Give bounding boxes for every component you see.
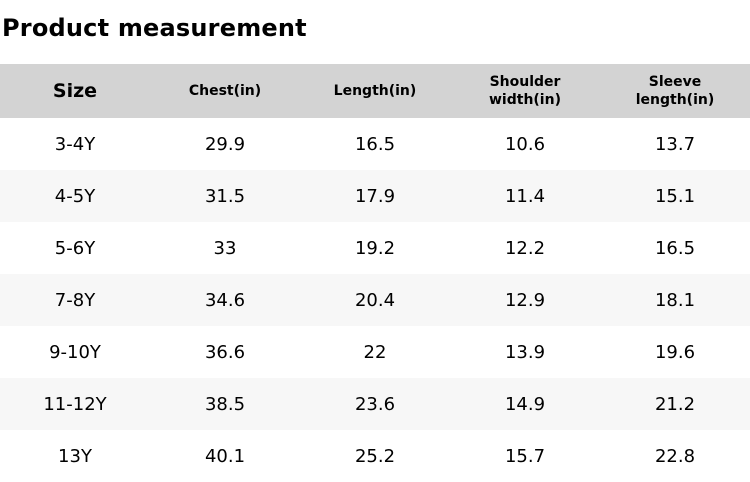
cell-shoulder-width: 13.9 (504, 341, 546, 363)
table-row: 11-12Y 38.5 23.6 14.9 21.2 (0, 378, 750, 430)
measurement-table: Size Chest(in) Length(in) Shoulder width… (0, 64, 750, 482)
cell-size: 9-10Y (49, 341, 101, 363)
header-length: Length(in) (333, 83, 417, 99)
page-title: Product measurement (2, 14, 307, 42)
cell-sleeve-length: 13.7 (654, 133, 696, 155)
cell-size: 7-8Y (54, 289, 96, 311)
cell-length: 25.2 (354, 445, 396, 467)
header-size: Size (52, 80, 98, 102)
table-row: 4-5Y 31.5 17.9 11.4 15.1 (0, 170, 750, 222)
cell-shoulder-width: 14.9 (504, 393, 546, 415)
cell-chest: 31.5 (204, 185, 246, 207)
cell-shoulder-width: 12.2 (504, 237, 546, 259)
cell-chest: 33 (213, 237, 237, 259)
cell-shoulder-width: 11.4 (504, 185, 546, 207)
cell-shoulder-width: 12.9 (504, 289, 546, 311)
cell-size: 11-12Y (43, 393, 107, 415)
cell-chest: 36.6 (204, 341, 246, 363)
cell-sleeve-length: 22.8 (654, 445, 696, 467)
cell-length: 16.5 (354, 133, 396, 155)
cell-sleeve-length: 19.6 (654, 341, 696, 363)
cell-length: 17.9 (354, 185, 396, 207)
cell-chest: 40.1 (204, 445, 246, 467)
cell-chest: 34.6 (204, 289, 246, 311)
cell-size: 3-4Y (54, 133, 96, 155)
cell-chest: 38.5 (204, 393, 246, 415)
cell-length: 22 (363, 341, 387, 363)
table-header-row: Size Chest(in) Length(in) Shoulder width… (0, 64, 750, 118)
header-shoulder-width: Shoulder width(in) (489, 74, 561, 108)
table-row: 3-4Y 29.9 16.5 10.6 13.7 (0, 118, 750, 170)
cell-length: 23.6 (354, 393, 396, 415)
cell-chest: 29.9 (204, 133, 246, 155)
cell-length: 19.2 (354, 237, 396, 259)
cell-sleeve-length: 16.5 (654, 237, 696, 259)
header-chest: Chest(in) (188, 83, 262, 99)
cell-sleeve-length: 21.2 (654, 393, 696, 415)
cell-sleeve-length: 15.1 (654, 185, 696, 207)
table-row: 5-6Y 33 19.2 12.2 16.5 (0, 222, 750, 274)
header-sleeve-length: Sleeve length(in) (635, 74, 715, 108)
table-row: 7-8Y 34.6 20.4 12.9 18.1 (0, 274, 750, 326)
cell-shoulder-width: 15.7 (504, 445, 546, 467)
cell-size: 5-6Y (54, 237, 96, 259)
table-body: 3-4Y 29.9 16.5 10.6 13.7 4-5Y 31.5 17.9 … (0, 118, 750, 482)
table-row: 13Y 40.1 25.2 15.7 22.8 (0, 430, 750, 482)
table-row: 9-10Y 36.6 22 13.9 19.6 (0, 326, 750, 378)
cell-shoulder-width: 10.6 (504, 133, 546, 155)
cell-length: 20.4 (354, 289, 396, 311)
cell-sleeve-length: 18.1 (654, 289, 696, 311)
cell-size: 13Y (58, 445, 92, 467)
cell-size: 4-5Y (54, 185, 96, 207)
